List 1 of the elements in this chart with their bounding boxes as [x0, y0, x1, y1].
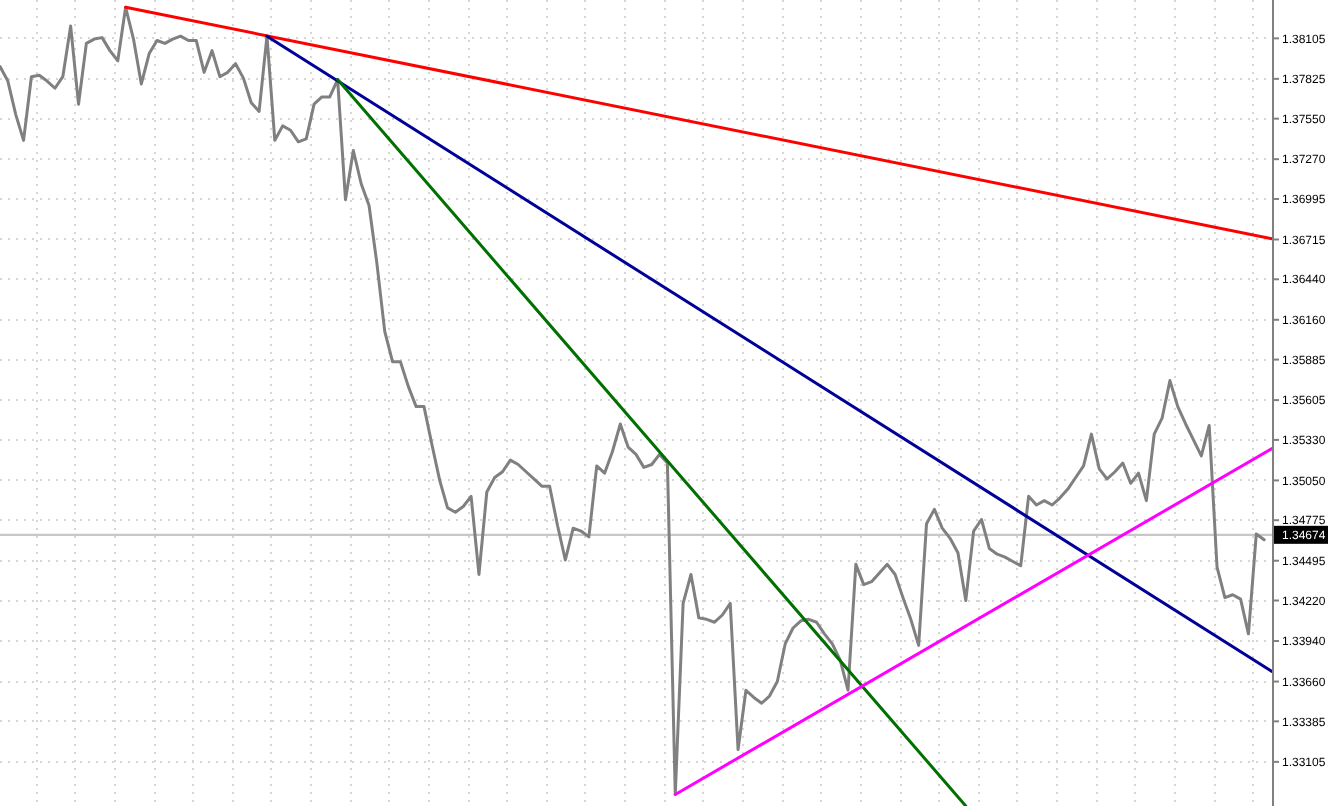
- line-series: [0, 5, 1266, 796]
